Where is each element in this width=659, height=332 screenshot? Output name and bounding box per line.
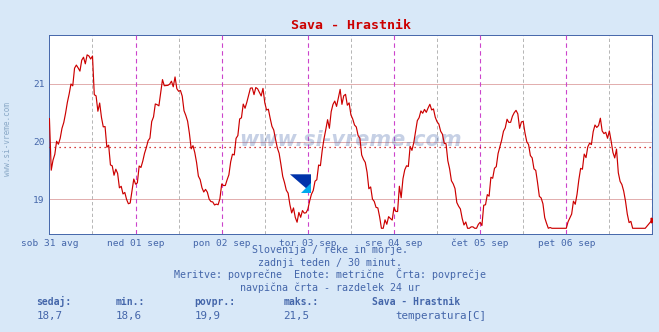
Text: 18,6: 18,6 bbox=[115, 311, 141, 321]
Text: 18,7: 18,7 bbox=[36, 311, 62, 321]
Text: www.si-vreme.com: www.si-vreme.com bbox=[240, 130, 462, 150]
Text: 19,9: 19,9 bbox=[194, 311, 220, 321]
Text: sedaj:: sedaj: bbox=[36, 296, 71, 307]
Polygon shape bbox=[301, 183, 311, 193]
Title: Sava - Hrastnik: Sava - Hrastnik bbox=[291, 19, 411, 32]
Text: povpr.:: povpr.: bbox=[194, 297, 235, 307]
Text: 21,5: 21,5 bbox=[283, 311, 309, 321]
Text: navpična črta - razdelek 24 ur: navpična črta - razdelek 24 ur bbox=[239, 282, 420, 293]
Text: www.si-vreme.com: www.si-vreme.com bbox=[3, 103, 13, 176]
Text: Meritve: povprečne  Enote: metrične  Črta: povprečje: Meritve: povprečne Enote: metrične Črta:… bbox=[173, 268, 486, 280]
Text: min.:: min.: bbox=[115, 297, 145, 307]
Text: Slovenija / reke in morje.: Slovenija / reke in morje. bbox=[252, 245, 407, 255]
Text: zadnji teden / 30 minut.: zadnji teden / 30 minut. bbox=[258, 258, 401, 268]
Polygon shape bbox=[290, 174, 311, 193]
Text: maks.:: maks.: bbox=[283, 297, 318, 307]
Text: Sava - Hrastnik: Sava - Hrastnik bbox=[372, 297, 461, 307]
Text: temperatura[C]: temperatura[C] bbox=[395, 311, 486, 321]
